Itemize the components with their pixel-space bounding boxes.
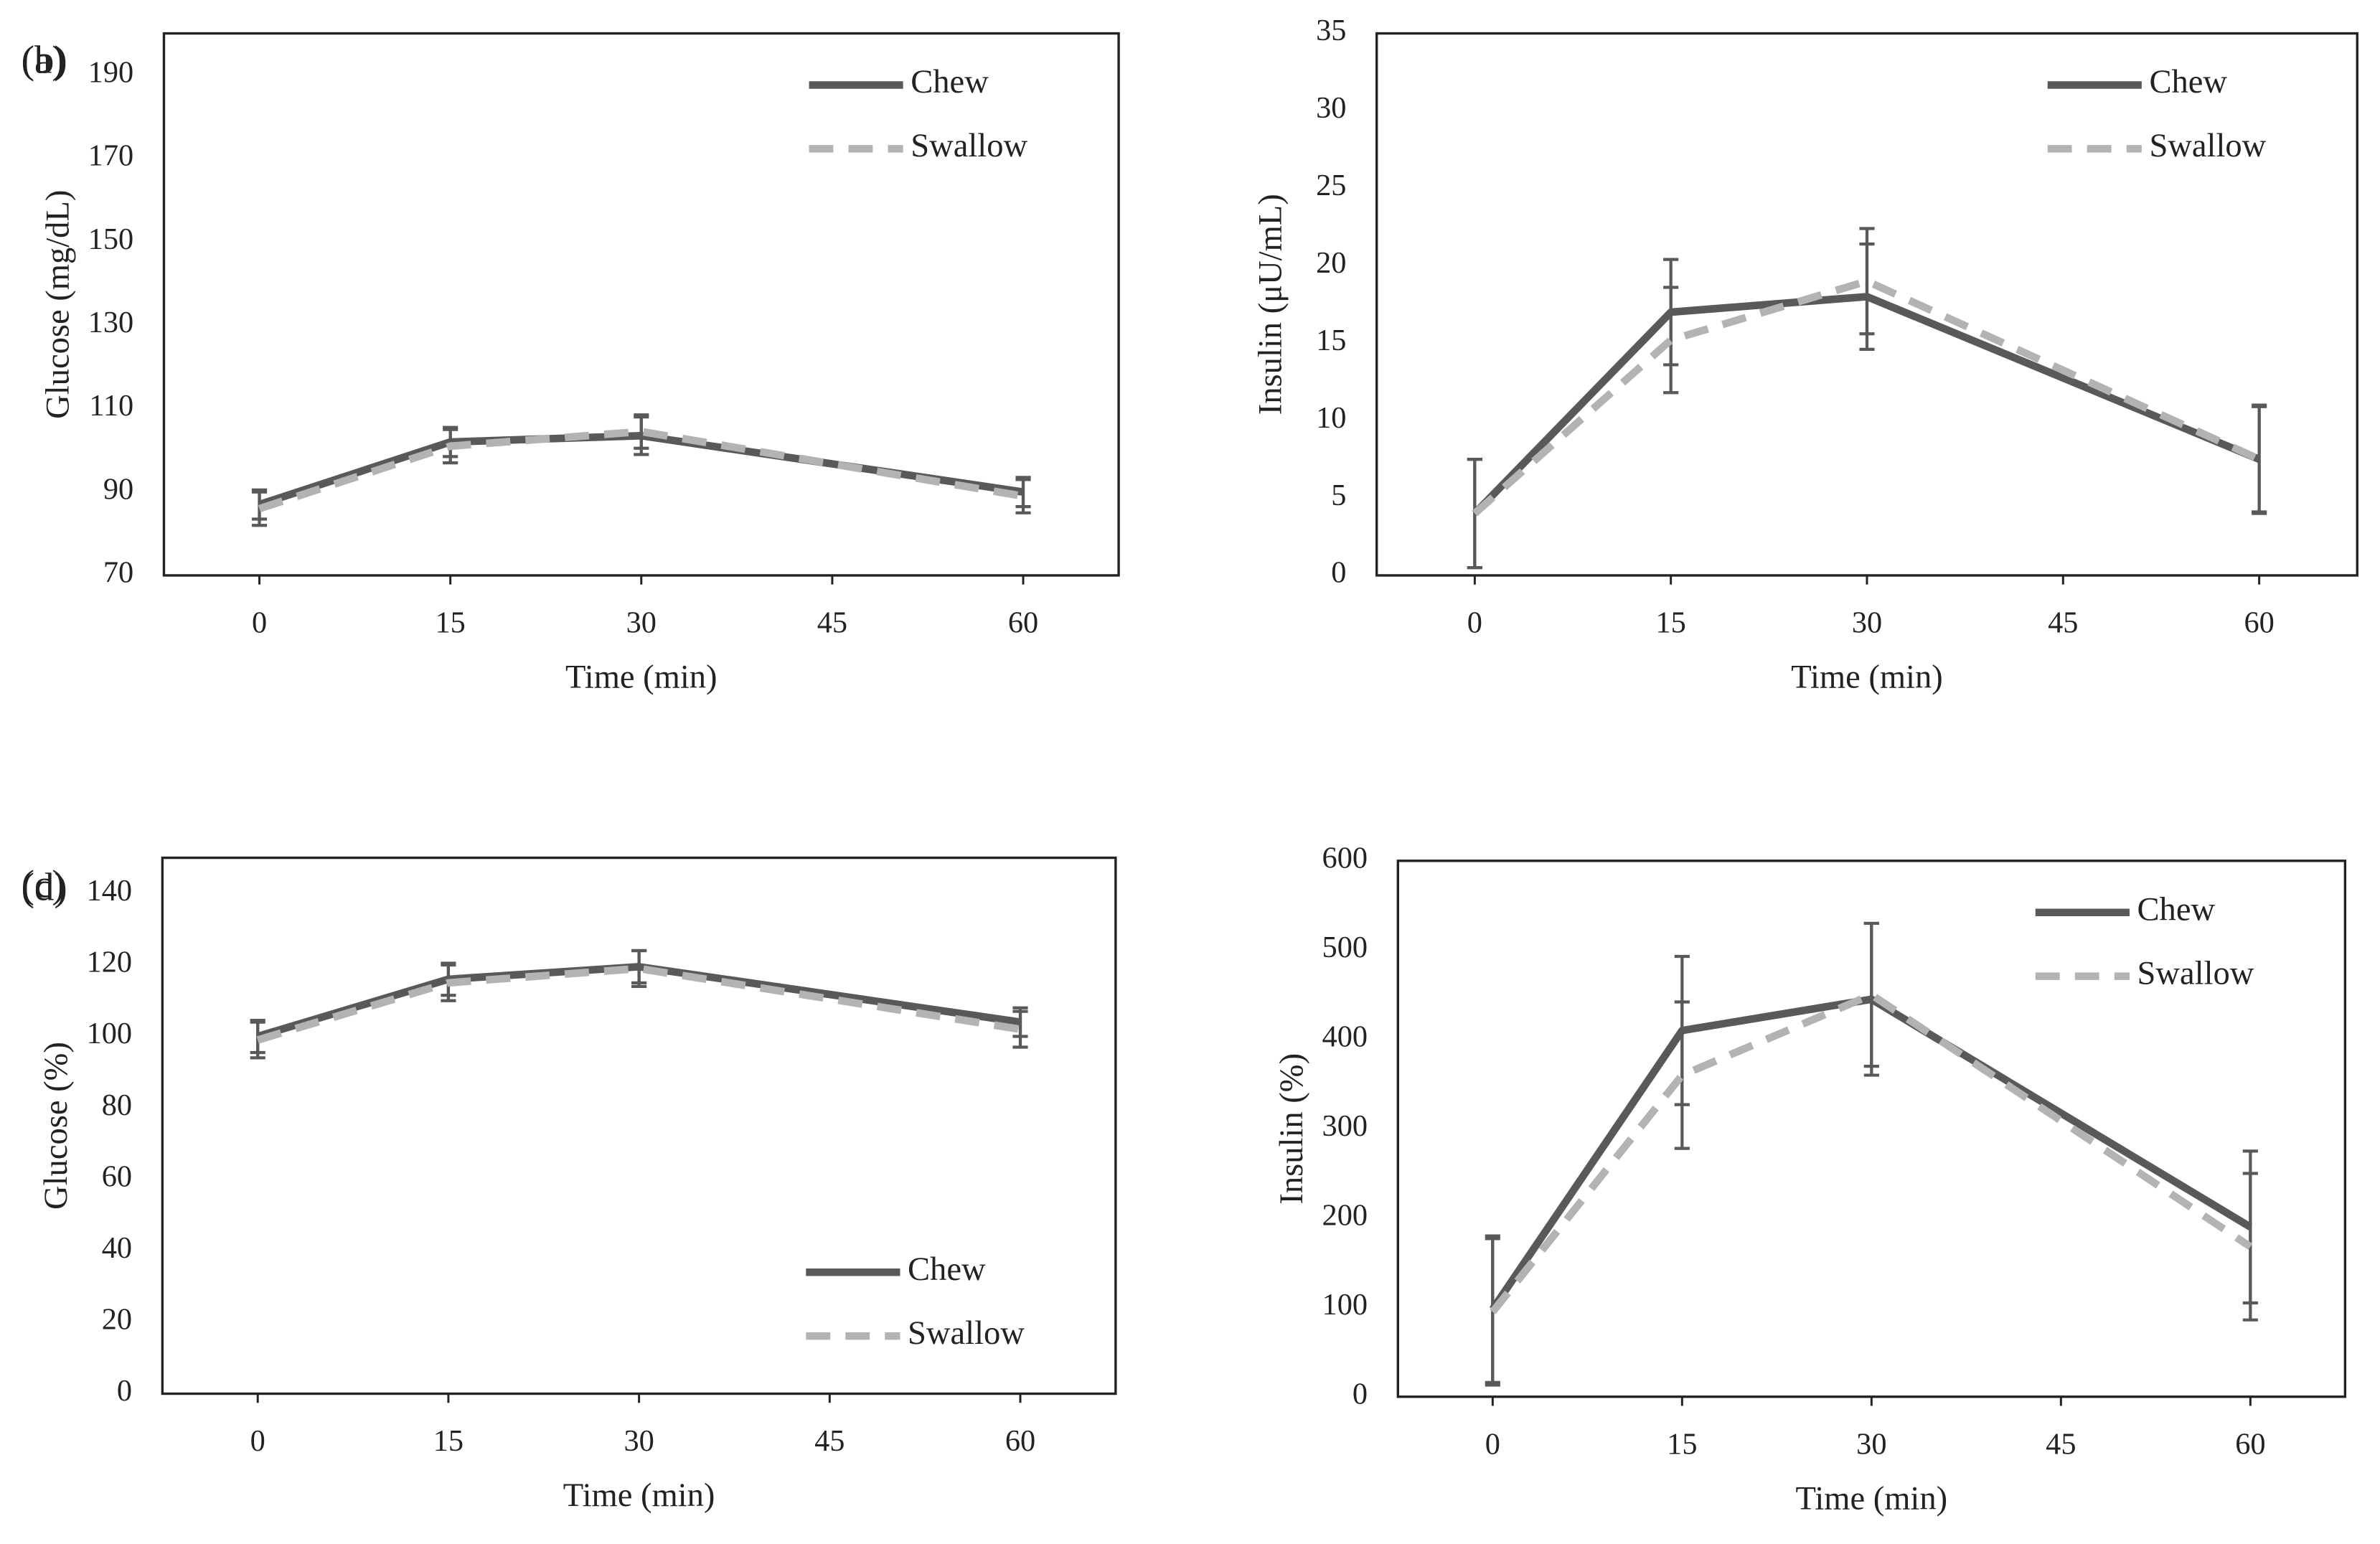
y-axis-title: Glucose (%)	[38, 1042, 75, 1210]
panel-label: (a)	[22, 37, 65, 81]
chart-panel: 0 20 40 60 80 100 120 140 0 15 30 45 60 Time (min) Glu…	[22, 856, 1117, 1514]
y-tick-label: 170	[88, 139, 133, 173]
y-tick-label: 40	[102, 1231, 132, 1265]
x-tick-label: 45	[814, 1424, 845, 1458]
series-line	[1472, 293, 2261, 517]
x-tick-label: 15	[1667, 1427, 1697, 1461]
legend-label: Swallow	[2149, 128, 2266, 164]
x-tick-label: 60	[2244, 606, 2274, 640]
legend-label: Chew	[2149, 64, 2227, 100]
y-tick-label: 80	[102, 1088, 132, 1122]
x-tick-label: 15	[1656, 606, 1686, 640]
y-tick-label: 120	[87, 946, 132, 979]
legend-label: Chew	[911, 64, 989, 100]
x-tick-label: 30	[1856, 1427, 1886, 1461]
x-tick-label: 15	[436, 606, 466, 640]
x-tick-label: 0	[1467, 606, 1482, 640]
x-tick-label: 45	[2046, 1427, 2076, 1461]
y-axis-title: Insulin (%)	[1274, 1053, 1310, 1205]
y-tick-label: 130	[88, 306, 133, 339]
series-line	[1472, 277, 2261, 517]
y-tick-label: 600	[1322, 841, 1368, 875]
x-tick-label: 0	[252, 606, 267, 640]
y-axis-title: Glucose (mg/dL)	[39, 190, 76, 419]
y-tick-label: 30	[1316, 91, 1346, 125]
y-tick-label: 140	[87, 874, 132, 908]
y-tick-label: 0	[1331, 556, 1346, 590]
series-line	[256, 964, 1021, 1044]
y-tick-label: 100	[1322, 1288, 1368, 1322]
y-tick-label: 35	[1316, 14, 1346, 47]
x-axis-title: Time (min)	[1791, 659, 1943, 696]
series-line	[258, 428, 1024, 513]
chart-panel: 70 90 110 130 150 170 190 0 15 30 45 60 Time (min) Gl…	[22, 32, 1120, 696]
x-tick-label: 45	[2048, 606, 2078, 640]
plot-frame	[161, 856, 1117, 1395]
y-tick-label: 110	[89, 389, 133, 423]
y-tick-label: 70	[103, 556, 133, 590]
x-tick-label: 0	[250, 1424, 265, 1458]
y-tick-label: 15	[1316, 324, 1346, 357]
y-tick-label: 190	[88, 55, 133, 89]
y-tick-label: 150	[88, 222, 133, 256]
x-tick-label: 45	[817, 606, 847, 640]
y-tick-label: 60	[102, 1159, 132, 1193]
legend-label: Chew	[908, 1251, 986, 1288]
x-tick-label: 15	[433, 1424, 464, 1458]
y-tick-label: 0	[1353, 1377, 1368, 1411]
series-line	[1490, 991, 2253, 1314]
x-tick-label: 60	[1008, 606, 1038, 640]
x-tick-label: 0	[1485, 1427, 1500, 1461]
x-axis-title: Time (min)	[563, 1477, 715, 1514]
y-tick-label: 10	[1316, 401, 1346, 435]
y-axis-title: Insulin (μU/mL)	[1253, 194, 1289, 415]
x-tick-label: 30	[624, 1424, 654, 1458]
y-tick-label: 500	[1322, 931, 1368, 964]
y-tick-label: 100	[87, 1017, 132, 1050]
legend-label: Chew	[2137, 891, 2216, 928]
panel-label: (d)	[22, 865, 67, 909]
panel-label: (b)	[22, 37, 67, 81]
legend-label: Swallow	[911, 128, 1027, 164]
legend-label: Swallow	[2137, 955, 2254, 992]
legend-label: Swallow	[908, 1315, 1025, 1352]
y-tick-label: 300	[1322, 1109, 1368, 1143]
y-tick-label: 400	[1322, 1020, 1368, 1053]
y-tick-label: 25	[1316, 169, 1346, 202]
y-tick-label: 20	[102, 1303, 132, 1337]
y-tick-label: 200	[1322, 1198, 1368, 1232]
x-tick-label: 30	[626, 606, 657, 640]
y-tick-label: 20	[1316, 246, 1346, 280]
y-tick-label: 5	[1331, 479, 1346, 512]
x-axis-title: Time (min)	[565, 659, 718, 696]
y-tick-label: 0	[117, 1374, 132, 1408]
x-tick-label: 60	[2235, 1427, 2265, 1461]
chart-panel: 0 5 10 15 20 25 30 35 0 15 30 45 60 Time (min) Insulin…	[22, 14, 2358, 696]
series-line	[1489, 995, 2253, 1312]
x-tick-label: 30	[1852, 606, 1882, 640]
y-tick-label: 90	[103, 472, 133, 506]
panel-label: (c)	[22, 862, 65, 905]
x-axis-title: Time (min)	[1796, 1480, 1948, 1517]
x-tick-label: 60	[1005, 1424, 1035, 1458]
